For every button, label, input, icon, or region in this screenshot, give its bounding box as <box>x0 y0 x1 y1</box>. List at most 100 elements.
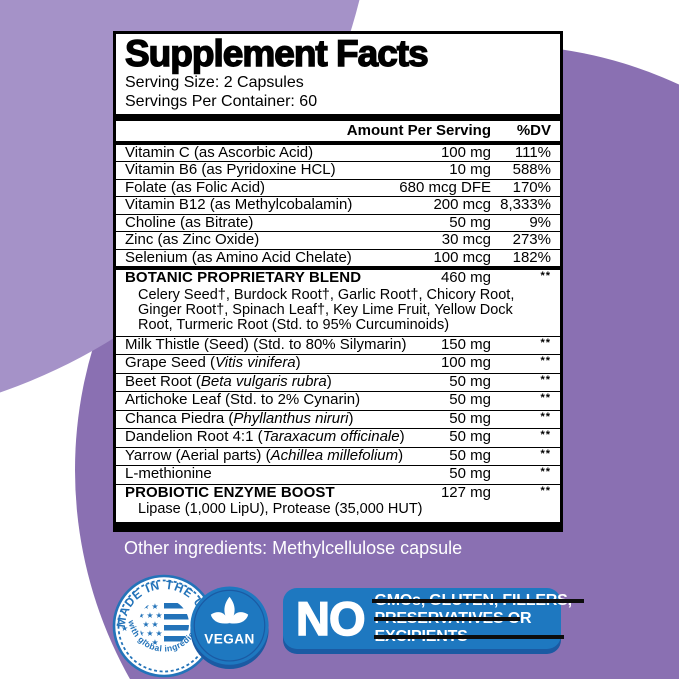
ingredient-amount: 200 mcg <box>433 196 491 213</box>
panel-title: Supplement Facts <box>124 33 429 74</box>
ingredient-dv: 588% <box>512 161 551 178</box>
no-prefix: NO <box>295 592 366 645</box>
flag-star-icon: ★ <box>151 602 158 611</box>
ingredient-dv: ** <box>540 373 551 386</box>
ingredient-name: Dandelion Root 4:1 (Taraxacum officinale… <box>125 428 405 445</box>
ingredient-amount: 50 mg <box>449 428 491 445</box>
sf-row: Vitamin C (as Ascorbic Acid) 100 mg 111% <box>116 145 560 162</box>
ingredient-amount: 460 mg <box>440 269 491 286</box>
sf-row: Zinc (as Zinc Oxide) 30 mcg 273% <box>116 231 560 249</box>
vegan-seal-icon: VEGAN <box>190 586 269 669</box>
usa-seal-icon: MADE IN THE USA with global ingredients … <box>109 566 216 678</box>
strikethrough-bar <box>373 617 520 621</box>
ingredient-name: Choline (as Bitrate) <box>125 213 254 231</box>
ingredient-dv: 111% <box>514 143 551 161</box>
ingredient-amount: 50 mg <box>449 446 491 464</box>
ingredient-amount: 30 mcg <box>441 231 491 248</box>
ingredient-amount: 50 mg <box>449 372 491 390</box>
blend-description: Lipase (1,000 LipU), Protease (35,000 HU… <box>138 501 423 517</box>
ingredient-name: Artichoke Leaf (Std. to 2% Cynarin) <box>125 391 361 408</box>
other-ingredients-text: Other ingredients: Methylcellulose capsu… <box>124 538 463 558</box>
leaves-icon <box>210 596 249 624</box>
ingredient-amount: 150 mg <box>440 335 491 353</box>
serving-size: Serving Size: 2 Capsules <box>125 74 304 91</box>
ingredient-name: Vitamin B6 (as Pyridoxine HCL) <box>125 161 336 178</box>
ingredient-amount: 50 mg <box>449 465 491 482</box>
ingredient-dv: ** <box>540 429 551 441</box>
sf-row: Grape Seed (Vitis vinifera) 100 mg ** <box>116 354 560 373</box>
strikethrough-bar <box>373 635 564 639</box>
ingredient-dv: ** <box>540 270 551 282</box>
ingredient-amount: 100 mg <box>440 143 491 161</box>
ingredient-name: Yarrow (Aerial parts) (Achillea millefol… <box>125 446 404 464</box>
ingredient-name: Selenium (as Amino Acid Chelate) <box>125 248 352 266</box>
sf-row: PROBIOTIC ENZYME BOOST 127 mg ** Lipase (1,… <box>116 483 560 521</box>
ingredient-dv: ** <box>540 447 551 460</box>
ingredient-dv: ** <box>540 484 551 497</box>
ingredient-amount: 50 mg <box>449 409 491 427</box>
ingredient-name: Vitamin C (as Ascorbic Acid) <box>125 143 314 161</box>
ingredient-name: Chanca Piedra (Phyllanthus niruri) <box>125 409 354 427</box>
ingredient-name: Folate (as Folic Acid) <box>125 178 266 196</box>
footnote-row: ** Daily Value (DV) not established †Org… <box>116 529 560 532</box>
flag-star-icon: ★ <box>155 611 162 620</box>
sf-row: Folate (as Folic Acid) 680 mcg DFE 170% <box>116 178 560 197</box>
ingredient-dv: ** <box>540 355 551 367</box>
no-claims-badge: NO GMOs, GLUTEN, FILLERS,PRESERVATIVES O… <box>283 588 584 649</box>
sf-row: L-methionine 50 mg ** <box>116 465 560 484</box>
ingredient-dv: ** <box>540 336 551 349</box>
strikethrough-bar <box>371 599 584 603</box>
usa-side-star-left-icon: ★ <box>121 624 128 633</box>
sf-row: Dandelion Root 4:1 (Taraxacum officinale… <box>116 428 560 447</box>
ingredient-dv: 9% <box>529 213 551 231</box>
sf-row: Milk Thistle (Seed) (Std. to 80% Silymar… <box>116 335 560 355</box>
column-header-amount: Amount Per Serving <box>346 122 491 139</box>
flag-star-icon: ★ <box>155 629 162 638</box>
sf-row: Artichoke Leaf (Std. to 2% Cynarin) 50 mg… <box>116 391 560 410</box>
ingredient-name: Vitamin B12 (as Methylcobalamin) <box>125 196 353 213</box>
ingredient-name: Grape Seed (Vitis vinifera) <box>125 354 301 371</box>
sf-row: Beet Root (Beta vulgaris rubra) 50 mg ** <box>116 372 560 392</box>
flag-star-icon: ★ <box>146 629 153 638</box>
ingredient-name: L-methionine <box>125 465 212 482</box>
flag-star-icon: ★ <box>137 611 144 620</box>
ingredient-dv: ** <box>540 466 551 478</box>
flag-star-icon: ★ <box>137 629 144 638</box>
ingredient-amount: 680 mcg DFE <box>399 178 491 196</box>
ingredient-dv: 273% <box>512 231 551 248</box>
ingredient-amount: 10 mg <box>449 161 491 178</box>
supplement-facts-panel: Supplement Facts Serving Size: 2 Capsule… <box>113 31 563 532</box>
no-claim-lines: GMOs, GLUTEN, FILLERS,PRESERVATIVES OREX… <box>371 591 584 646</box>
sf-row: Vitamin B6 (as Pyridoxine HCL) 10 mg 588% <box>116 161 560 179</box>
divider-heavy-bottom <box>116 522 560 529</box>
vegan-label: VEGAN <box>204 632 254 647</box>
flag-star-icon: ★ <box>142 620 149 629</box>
ingredient-dv: ** <box>540 392 551 404</box>
ingredient-amount: 50 mg <box>449 213 491 231</box>
flag-star-icon: ★ <box>151 638 158 647</box>
column-header-row: Amount Per Serving %DV <box>116 121 560 141</box>
ingredient-name: PROBIOTIC ENZYME BOOST <box>125 483 335 501</box>
flag-star-icon: ★ <box>146 611 153 620</box>
sf-row: Yarrow (Aerial parts) (Achillea millefol… <box>116 446 560 466</box>
ingredient-dv: 170% <box>512 178 551 196</box>
flag-star-icon: ★ <box>151 620 158 629</box>
divider-medium <box>116 141 560 145</box>
sf-row: Chanca Piedra (Phyllanthus niruri) 50 mg *… <box>116 409 560 429</box>
ingredient-amount: 100 mg <box>440 354 491 371</box>
sf-row: Selenium (as Amino Acid Chelate) 100 mcg 1… <box>116 248 560 267</box>
ingredient-name: Zinc (as Zinc Oxide) <box>125 231 260 248</box>
ingredient-amount: 127 mg <box>440 483 491 501</box>
servings-per-container: Servings Per Container: 60 <box>125 93 318 110</box>
ingredient-name: BOTANIC PROPRIETARY BLEND <box>125 269 362 286</box>
made-in-usa-badge: MADE IN THE USA with global ingredients … <box>109 566 216 678</box>
sf-row: Choline (as Bitrate) 50 mg 9% <box>116 213 560 232</box>
vegan-badge: VEGAN <box>187 584 272 669</box>
column-header-dv: %DV <box>516 122 551 139</box>
sf-rows: Vitamin C (as Ascorbic Acid) 100 mg 111% Vi… <box>116 145 560 521</box>
ingredient-amount: 100 mcg <box>433 248 491 266</box>
ingredient-dv: ** <box>540 410 551 423</box>
sf-row: Vitamin B12 (as Methylcobalamin) 200 mcg 8… <box>116 196 560 214</box>
ingredient-amount: 50 mg <box>449 391 491 408</box>
